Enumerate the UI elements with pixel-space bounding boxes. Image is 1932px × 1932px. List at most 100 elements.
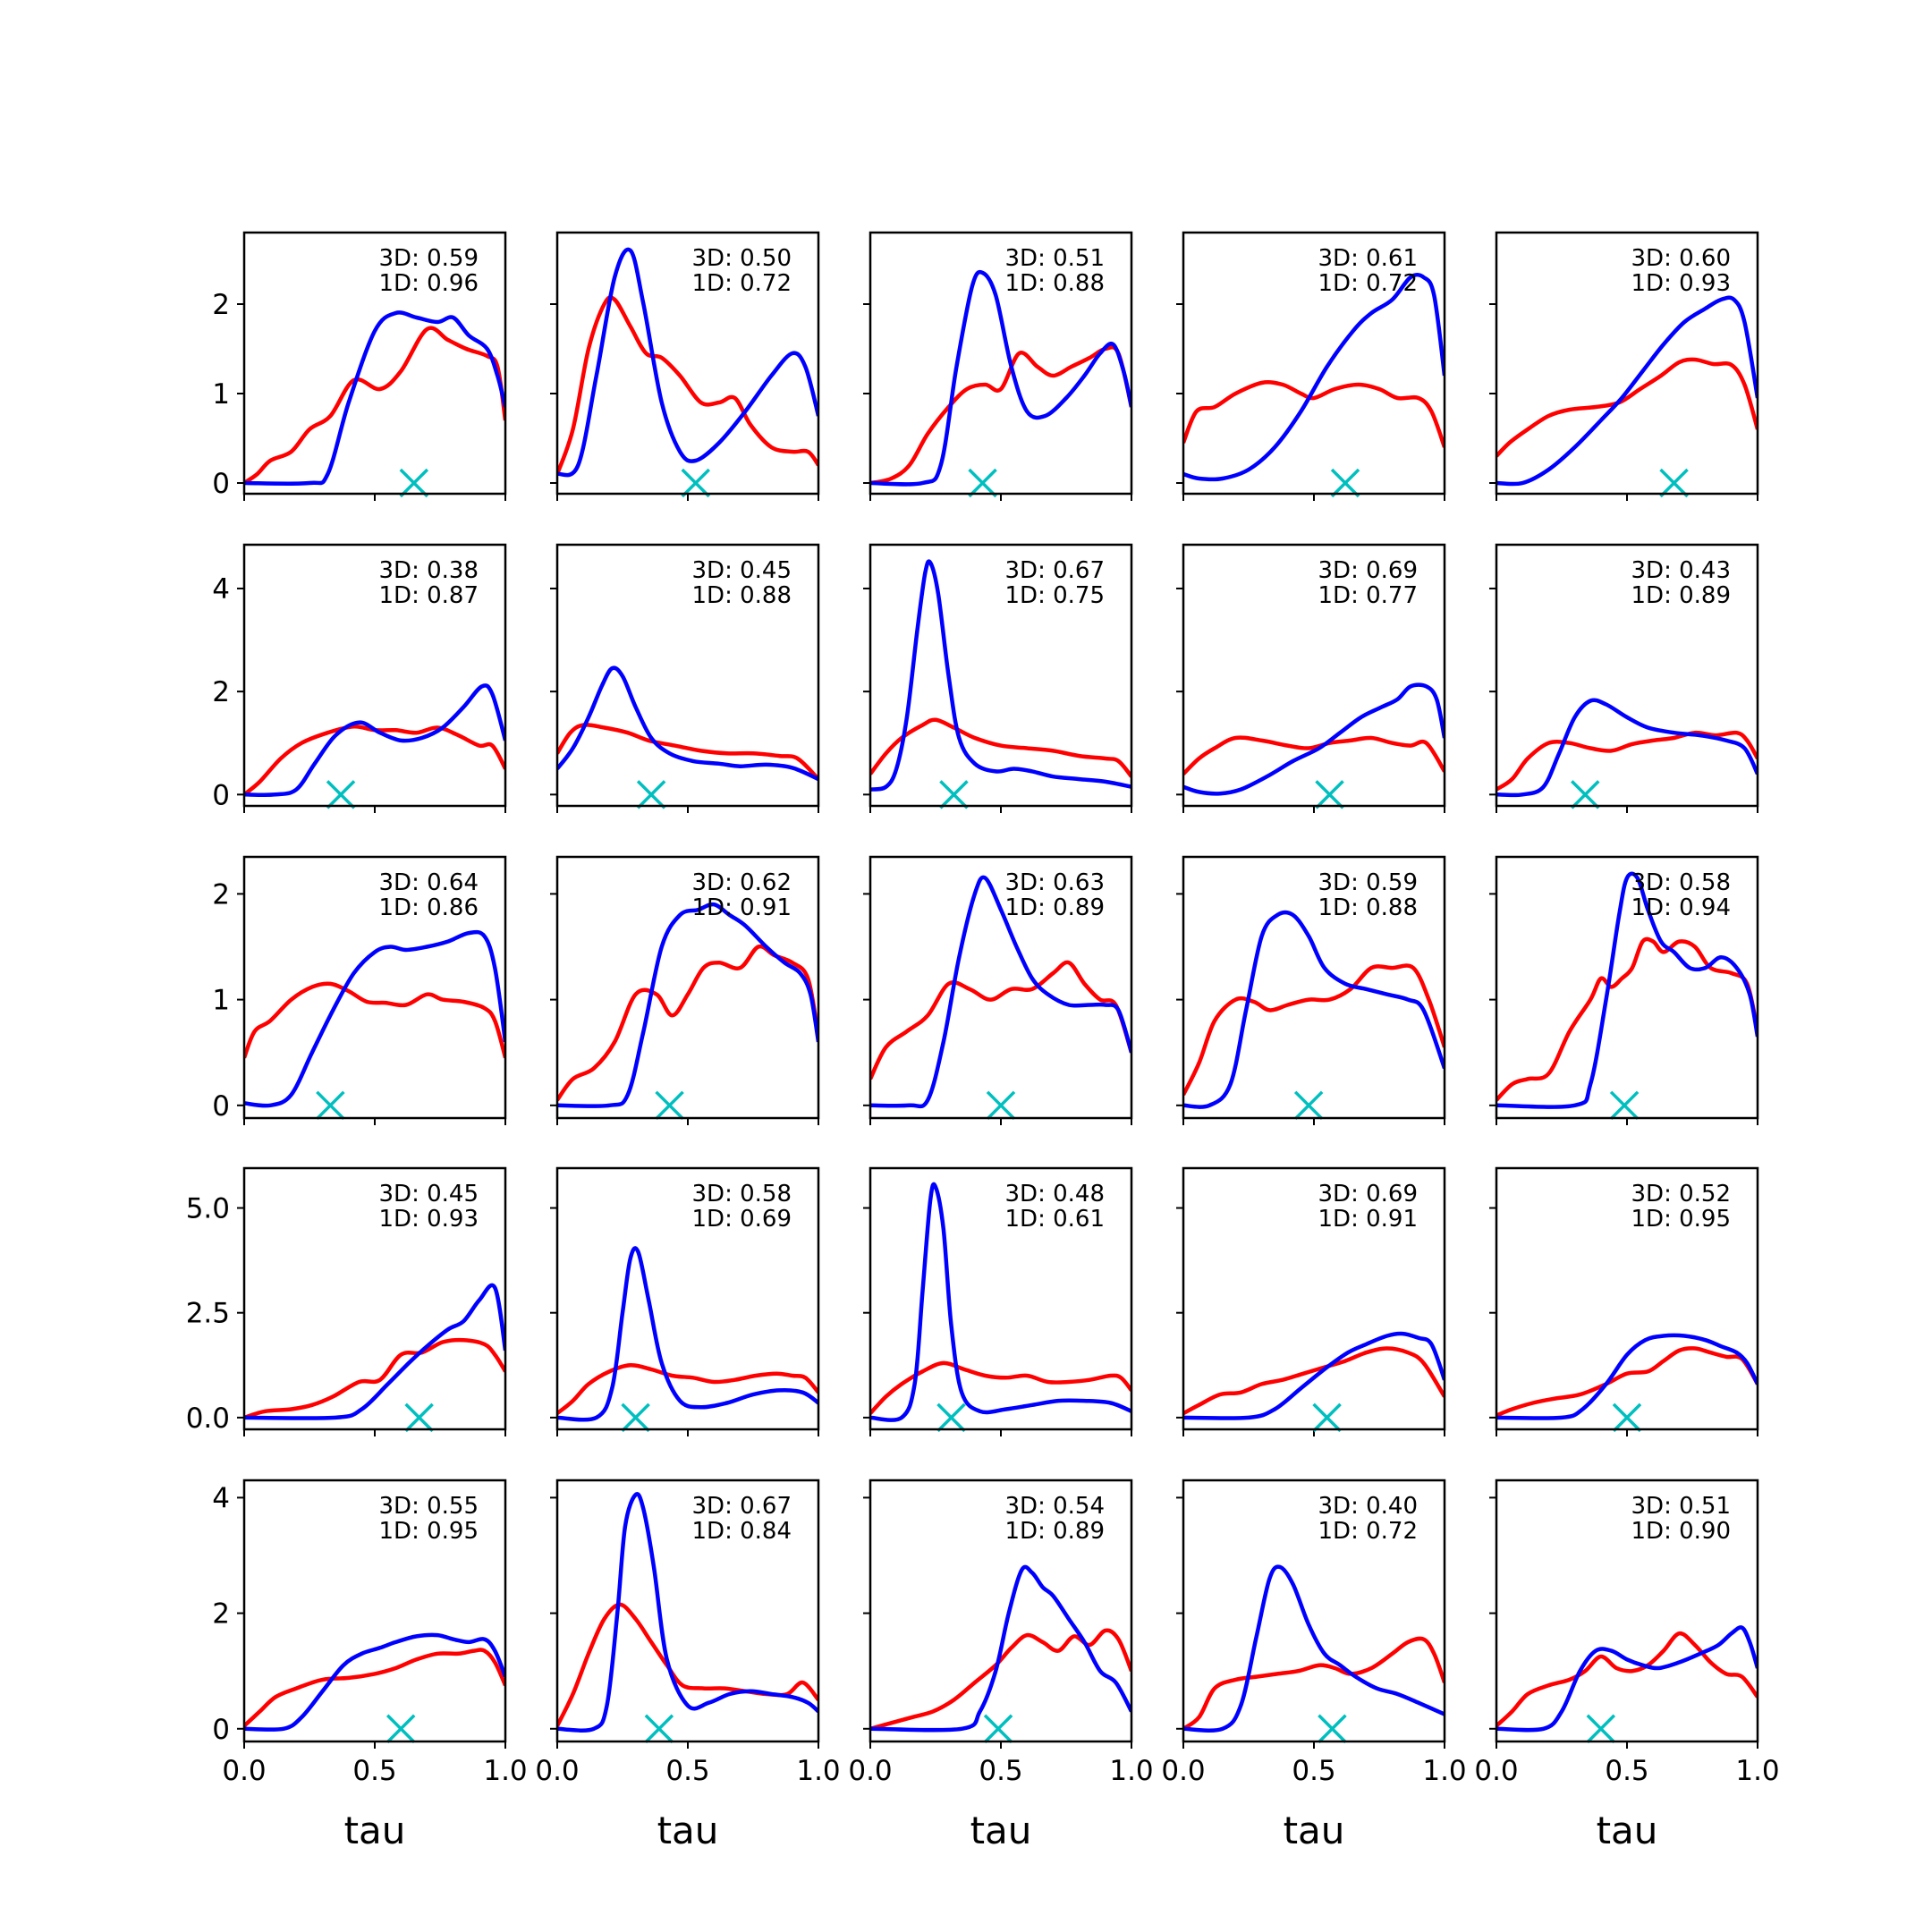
series-3d-line	[1496, 1333, 1758, 1420]
series-1d-line	[1183, 380, 1445, 448]
marker-x	[968, 468, 997, 498]
series-3d-line	[1496, 871, 1758, 1109]
annotation-1d: 1D: 0.61	[1005, 1206, 1105, 1233]
ytick-label: 1	[212, 985, 230, 1017]
axes-frame	[869, 543, 1133, 808]
marker-x	[621, 1402, 650, 1433]
xtick-label: 1.0	[483, 1755, 527, 1787]
axes-frame	[1182, 1479, 1446, 1743]
series-3d-line	[1496, 295, 1758, 487]
annotation-3d: 3D: 0.43	[1631, 557, 1731, 584]
annotation-3d: 3D: 0.67	[692, 1493, 792, 1520]
ytick-label: 0	[212, 1090, 230, 1123]
ytick-label: 4	[212, 1482, 230, 1514]
annotation-3d: 3D: 0.55	[379, 1493, 479, 1520]
xtick-label: 0.5	[1605, 1755, 1648, 1787]
series-3d-line	[1183, 272, 1445, 482]
annotation-1d: 1D: 0.72	[692, 270, 792, 297]
axes-frame	[869, 1479, 1133, 1743]
xtick-label: 1.0	[1109, 1755, 1153, 1787]
axes-frame	[242, 1479, 507, 1743]
series-3d-line	[1496, 698, 1758, 798]
ytick-label: 2	[212, 676, 230, 708]
ytick-label: 2	[212, 1598, 230, 1631]
axes-frame	[1495, 1166, 1759, 1431]
xtick-label: 0.5	[1292, 1755, 1335, 1787]
xtick-label: 0.5	[979, 1755, 1022, 1787]
annotation-1d: 1D: 0.89	[1005, 894, 1105, 921]
xtick-label: 0.0	[1161, 1755, 1205, 1787]
xtick-label: 0.5	[665, 1755, 709, 1787]
annotation-1d: 1D: 0.93	[1631, 270, 1731, 297]
annotation-3d: 3D: 0.67	[1005, 557, 1105, 584]
axes-frame	[1495, 855, 1759, 1120]
annotation-3d: 3D: 0.59	[1318, 869, 1418, 896]
annotation-1d: 1D: 0.77	[1318, 582, 1418, 609]
annotation-1d: 1D: 0.72	[1318, 1518, 1418, 1545]
annotation-1d: 1D: 0.88	[1005, 270, 1105, 297]
axes-frame	[242, 231, 507, 496]
annotation-3d: 3D: 0.40	[1318, 1493, 1418, 1520]
series-1d-line	[1183, 1346, 1445, 1416]
xtick-label: 0.0	[1474, 1755, 1518, 1787]
annotation-1d: 1D: 0.88	[1318, 894, 1418, 921]
series-3d-line	[870, 269, 1131, 487]
annotation-1d: 1D: 0.91	[1318, 1206, 1418, 1233]
axes-frame	[555, 1479, 820, 1743]
series-1d-line	[244, 326, 505, 485]
annotation-3d: 3D: 0.50	[692, 245, 792, 272]
annotation-1d: 1D: 0.84	[692, 1518, 792, 1545]
annotation-3d: 3D: 0.59	[379, 245, 479, 272]
series-3d-line	[1183, 910, 1445, 1109]
marker-x	[1586, 1714, 1616, 1744]
marker-x	[939, 780, 969, 809]
xtick-label: 0.0	[848, 1755, 892, 1787]
xtick-label: 0.0	[535, 1755, 579, 1787]
ytick-label: 5.0	[186, 1193, 230, 1225]
series-1d-line	[870, 717, 1131, 778]
series-1d-line	[557, 295, 818, 475]
annotation-3d: 3D: 0.62	[692, 869, 792, 896]
axes-frame	[1182, 543, 1446, 808]
axes-frame	[242, 543, 507, 808]
series-3d-line	[557, 1246, 818, 1422]
annotation-3d: 3D: 0.63	[1005, 869, 1105, 896]
series-1d-line	[870, 1628, 1131, 1731]
annotation-3d: 3D: 0.61	[1318, 245, 1418, 272]
annotation-3d: 3D: 0.51	[1631, 1493, 1731, 1520]
annotation-3d: 3D: 0.52	[1631, 1181, 1731, 1208]
series-3d-line	[557, 1492, 818, 1733]
ytick-label: 1	[212, 378, 230, 411]
ytick-label: 0.0	[186, 1402, 230, 1435]
marker-x	[326, 780, 356, 809]
axes-frame	[555, 231, 820, 496]
axes-frame	[242, 855, 507, 1120]
series-1d-line	[1496, 1346, 1758, 1418]
annotation-1d: 1D: 0.89	[1005, 1518, 1105, 1545]
ytick-label: 2	[212, 289, 230, 321]
xtick-label: 1.0	[1735, 1755, 1779, 1787]
series-1d-line	[244, 1648, 505, 1728]
series-1d-line	[1496, 1631, 1758, 1728]
ytick-label: 4	[212, 573, 230, 606]
axes-frame	[1182, 1166, 1446, 1431]
annotation-3d: 3D: 0.64	[379, 869, 479, 896]
series-1d-line	[244, 724, 505, 797]
axes-frame	[1495, 231, 1759, 496]
series-3d-line	[870, 1564, 1131, 1733]
marker-x	[986, 1090, 1016, 1121]
xtick-label: 1.0	[796, 1755, 840, 1787]
series-3d-line	[1183, 682, 1445, 796]
series-1d-line	[557, 944, 818, 1102]
series-3d-line	[870, 559, 1131, 792]
ytick-label: 0	[212, 779, 230, 811]
marker-x	[1609, 1090, 1640, 1121]
axes-frame	[555, 855, 820, 1120]
series-3d-line	[870, 875, 1131, 1109]
annotation-1d: 1D: 0.72	[1318, 270, 1418, 297]
annotation-1d: 1D: 0.86	[379, 894, 479, 921]
series-1d-line	[1183, 735, 1445, 775]
x-axis-label: tau	[344, 1809, 406, 1852]
annotation-3d: 3D: 0.38	[379, 557, 479, 584]
